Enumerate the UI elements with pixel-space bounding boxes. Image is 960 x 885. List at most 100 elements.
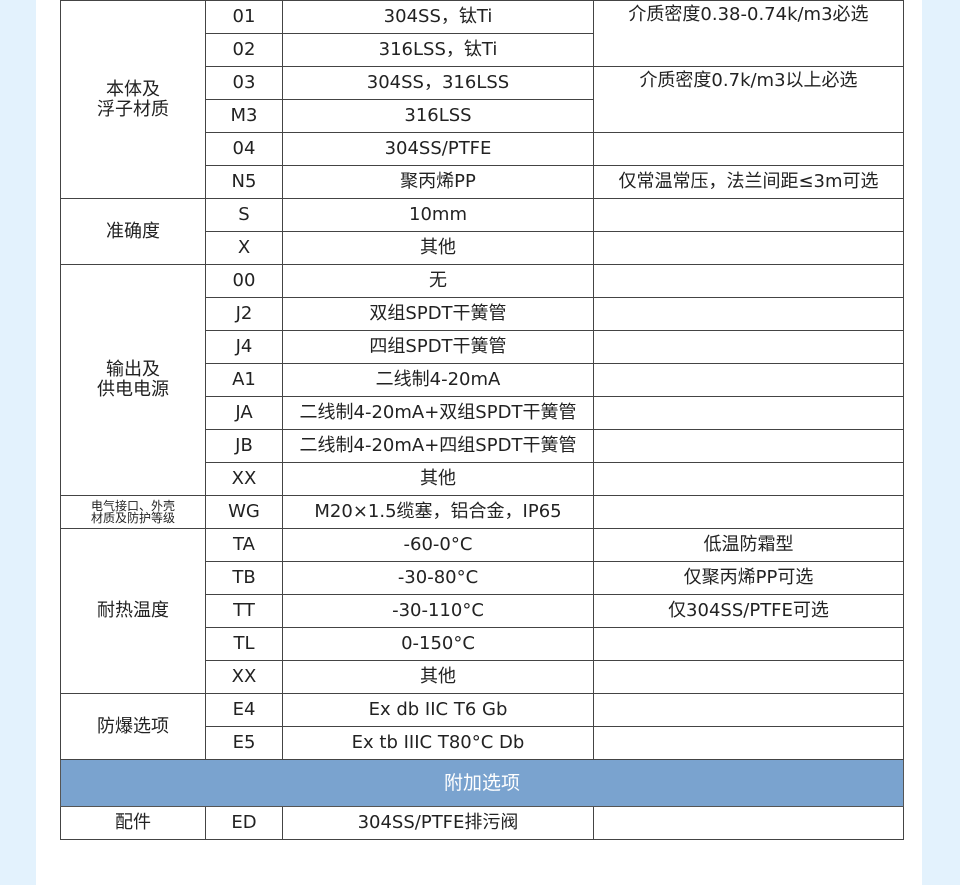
description-cell: 其他 xyxy=(282,231,594,265)
table-row: 02 316LSS，钛Ti xyxy=(61,33,904,67)
model-selection-table: 本体及 浮子材质 01 304SS，钛Ti 介质密度0.38-0.74k/m3必选 02… xyxy=(60,0,904,840)
note-cell xyxy=(593,330,904,364)
note-cell xyxy=(593,363,904,397)
section-title: 附加选项 xyxy=(60,759,904,807)
table-row: XX 其他 xyxy=(61,462,904,496)
description-cell: -30-80°C xyxy=(282,561,594,595)
category-cell: 防爆选项 xyxy=(60,693,206,760)
description-cell: 二线制4-20mA+双组SPDT干簧管 xyxy=(282,396,594,430)
code-cell: 04 xyxy=(205,132,283,166)
code-cell: TT xyxy=(205,594,283,628)
note-cell: 介质密度0.7k/m3以上必选 xyxy=(593,66,904,133)
description-cell: 304SS，钛Ti xyxy=(282,0,594,34)
code-cell: A1 xyxy=(205,363,283,397)
code-cell: XX xyxy=(205,462,283,496)
description-cell: 二线制4-20mA xyxy=(282,363,594,397)
code-cell: ED xyxy=(205,806,283,840)
category-cell: 准确度 xyxy=(60,198,206,265)
note-cell xyxy=(593,495,904,529)
description-cell: 四组SPDT干簧管 xyxy=(282,330,594,364)
table-row: J4 四组SPDT干簧管 xyxy=(61,330,904,364)
section-band-row: 附加选项 xyxy=(60,759,904,807)
note-cell: 介质密度0.38-0.74k/m3必选 xyxy=(593,0,904,67)
code-cell: TL xyxy=(205,627,283,661)
note-cell xyxy=(593,429,904,463)
description-cell: 304SS/PTFE xyxy=(282,132,594,166)
table-row: TL 0-150°C xyxy=(61,627,904,661)
note-cell xyxy=(593,693,904,727)
code-cell: 03 xyxy=(205,66,283,100)
code-cell: E4 xyxy=(205,693,283,727)
category-cell: 配件 xyxy=(60,806,206,840)
table-row: 电气接口、外壳 材质及防护等级 WG M20×1.5缆塞，铝合金，IP65 xyxy=(60,495,904,529)
table-row: 本体及 浮子材质 01 304SS，钛Ti 介质密度0.38-0.74k/m3必选 xyxy=(60,0,904,199)
description-cell: 其他 xyxy=(282,462,594,496)
description-cell: 无 xyxy=(282,264,594,298)
note-cell xyxy=(593,462,904,496)
description-cell: Ex tb IIIC T80°C Db xyxy=(282,726,594,760)
note-cell xyxy=(593,627,904,661)
code-cell: J4 xyxy=(205,330,283,364)
note-cell: 仅聚丙烯PP可选 xyxy=(593,561,904,595)
description-cell: 其他 xyxy=(282,660,594,694)
description-cell: 316LSS xyxy=(282,99,594,133)
table-row: M3 316LSS xyxy=(61,99,904,133)
table-row: JB 二线制4-20mA+四组SPDT干簧管 xyxy=(61,429,904,463)
table-row: 防爆选项 E4 Ex db IIC T6 Gb xyxy=(60,693,904,760)
code-cell: X xyxy=(205,231,283,265)
description-cell: 304SS/PTFE排污阀 xyxy=(282,806,594,840)
note-cell: 低温防霜型 xyxy=(593,528,904,562)
category-cell: 本体及 浮子材质 xyxy=(60,0,206,199)
category-cell: 电气接口、外壳 材质及防护等级 xyxy=(60,495,206,529)
note-cell: 仅常温常压，法兰间距≤3m可选 xyxy=(593,165,904,199)
code-cell: 00 xyxy=(205,264,283,298)
table-row: JA 二线制4-20mA+双组SPDT干簧管 xyxy=(61,396,904,430)
table-row: XX 其他 xyxy=(61,660,904,694)
description-cell: M20×1.5缆塞，铝合金，IP65 xyxy=(282,495,594,529)
description-cell: 316LSS，钛Ti xyxy=(282,33,594,67)
table-row: 准确度 S 10mm xyxy=(60,198,904,265)
code-cell: XX xyxy=(205,660,283,694)
table-row: E5 Ex tb IIIC T80°C Db xyxy=(61,726,904,760)
description-cell: Ex db IIC T6 Gb xyxy=(282,693,594,727)
table-row: 配件 ED 304SS/PTFE排污阀 xyxy=(60,806,904,840)
note-cell xyxy=(593,198,904,232)
code-cell: JA xyxy=(205,396,283,430)
code-cell: S xyxy=(205,198,283,232)
category-cell: 耐热温度 xyxy=(60,528,206,694)
category-cell: 输出及 供电电源 xyxy=(60,264,206,496)
note-cell xyxy=(593,660,904,694)
description-cell: -60-0°C xyxy=(282,528,594,562)
code-cell: TA xyxy=(205,528,283,562)
code-cell: TB xyxy=(205,561,283,595)
table-row: A1 二线制4-20mA xyxy=(61,363,904,397)
note-cell: 仅304SS/PTFE可选 xyxy=(593,594,904,628)
description-cell: 聚丙烯PP xyxy=(282,165,594,199)
description-cell: 双组SPDT干簧管 xyxy=(282,297,594,331)
table-row: X 其他 xyxy=(61,231,904,265)
description-cell: 0-150°C xyxy=(282,627,594,661)
description-cell: -30-110°C xyxy=(282,594,594,628)
table-row: 输出及 供电电源 00 无 xyxy=(60,264,904,496)
table-row: 03 304SS，316LSS 介质密度0.7k/m3以上必选 xyxy=(61,66,904,133)
table-row: 耐热温度 TA -60-0°C 低温防霜型 xyxy=(60,528,904,694)
code-cell: N5 xyxy=(205,165,283,199)
note-cell xyxy=(593,396,904,430)
note-cell xyxy=(593,264,904,298)
note-cell xyxy=(593,726,904,760)
note-cell xyxy=(593,806,904,840)
description-cell: 二线制4-20mA+四组SPDT干簧管 xyxy=(282,429,594,463)
table-row: TB -30-80°C 仅聚丙烯PP可选 xyxy=(61,561,904,595)
code-cell: M3 xyxy=(205,99,283,133)
description-cell: 10mm xyxy=(282,198,594,232)
code-cell: JB xyxy=(205,429,283,463)
code-cell: E5 xyxy=(205,726,283,760)
note-cell xyxy=(593,132,904,166)
code-cell: 01 xyxy=(205,0,283,34)
code-cell: WG xyxy=(205,495,283,529)
note-cell xyxy=(593,297,904,331)
code-cell: J2 xyxy=(205,297,283,331)
table-row: 04 304SS/PTFE xyxy=(61,132,904,166)
code-cell: 02 xyxy=(205,33,283,67)
description-cell: 304SS，316LSS xyxy=(282,66,594,100)
